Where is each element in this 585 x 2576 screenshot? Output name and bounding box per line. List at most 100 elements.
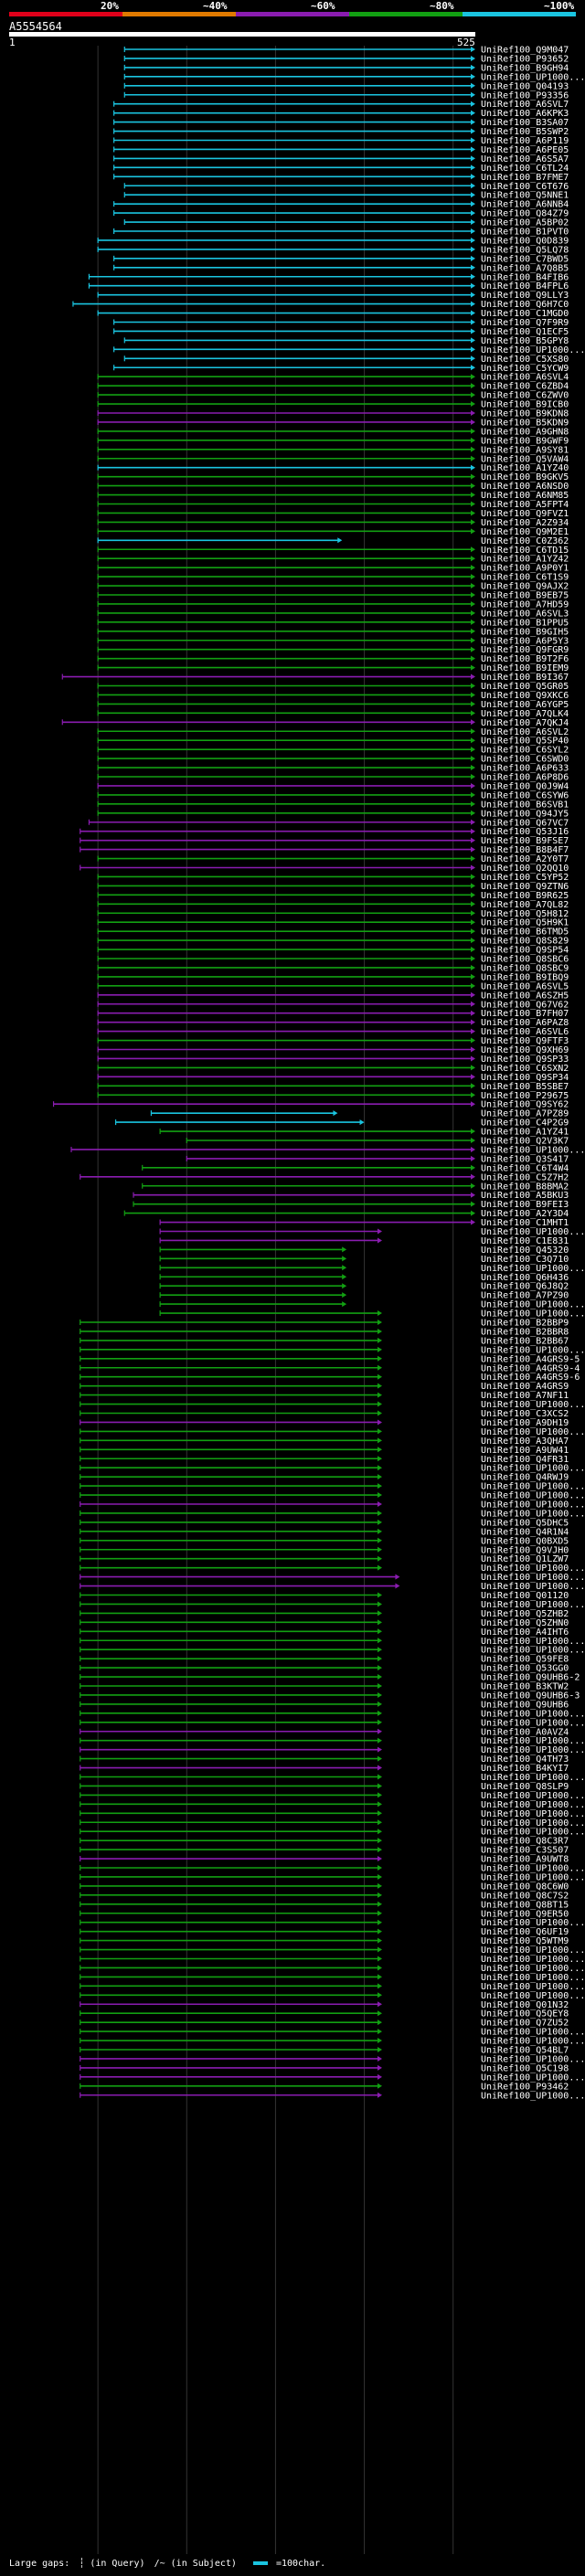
hit-row[interactable]: UniRef100_B5KDN9 <box>97 418 569 428</box>
hit-row[interactable]: UniRef100_C1E831 <box>159 1236 569 1246</box>
hit-row[interactable]: UniRef100_A6NM85 <box>97 491 569 501</box>
hit-row[interactable]: UniRef100_Q9SP33 <box>97 1055 569 1065</box>
hit-row[interactable]: UniRef100_UP1000... <box>80 1400 585 1410</box>
hit-row[interactable]: UniRef100_Q0BXD5 <box>80 1536 569 1546</box>
hit-row[interactable]: UniRef100_A2Y3D4 <box>123 1209 569 1219</box>
hit-row[interactable]: UniRef100_A6P119 <box>113 136 569 146</box>
hit-row[interactable]: UniRef100_UP1000... <box>80 1718 585 1728</box>
hit-row[interactable]: UniRef100_C6SYW6 <box>97 790 569 800</box>
hit-row[interactable]: UniRef100_A5BP02 <box>123 218 569 228</box>
hit-row[interactable]: UniRef100_UP1000... <box>80 1573 585 1583</box>
hit-row[interactable]: UniRef100_B3SA07 <box>113 118 569 128</box>
hit-row[interactable]: UniRef100_Q01N32 <box>80 2000 569 2010</box>
hit-row[interactable]: UniRef100_Q1ECF5 <box>113 327 569 337</box>
hit-row[interactable]: UniRef100_Q01120 <box>80 1591 569 1601</box>
hit-row[interactable]: UniRef100_A7QLK4 <box>97 709 569 719</box>
hit-row[interactable]: UniRef100_A7Q8B5 <box>113 263 569 273</box>
hit-row[interactable]: UniRef100_Q5QEY8 <box>80 2009 569 2019</box>
hit-row[interactable]: UniRef100_UP1000... <box>80 1509 585 1519</box>
hit-row[interactable]: UniRef100_Q5H812 <box>97 909 569 919</box>
hit-row[interactable]: UniRef100_B2BB67 <box>80 1336 569 1346</box>
hit-row[interactable]: UniRef100_Q1LZW7 <box>80 1554 569 1564</box>
hit-row[interactable]: UniRef100_Q8S829 <box>97 937 569 947</box>
hit-row[interactable]: UniRef100_Q53J16 <box>80 827 569 837</box>
hit-row[interactable]: UniRef100_A0AVZ4 <box>80 1727 569 1737</box>
hit-row[interactable]: UniRef100_Q53GG0 <box>80 1664 569 1674</box>
hit-row[interactable]: UniRef100_A6P5Y3 <box>97 636 569 646</box>
hit-row[interactable]: UniRef100_B6SVB1 <box>97 800 569 810</box>
hit-row[interactable]: UniRef100_P29675 <box>97 1091 569 1101</box>
hit-row[interactable]: UniRef100_Q5NNE1 <box>123 191 569 201</box>
hit-row[interactable]: UniRef100_B9FSE7 <box>80 836 569 846</box>
hit-row[interactable]: UniRef100_Q9M047 <box>123 46 569 56</box>
hit-row[interactable]: UniRef100_C5Z7H2 <box>80 1172 569 1182</box>
hit-row[interactable]: UniRef100_UP1000... <box>80 1745 585 1755</box>
hit-row[interactable]: UniRef100_UP1000... <box>80 1345 585 1355</box>
hit-row[interactable]: UniRef100_Q9ZTN6 <box>97 882 569 892</box>
hit-row[interactable]: UniRef100_C6T1S9 <box>97 573 569 583</box>
hit-row[interactable]: UniRef100_Q9AJX2 <box>97 582 569 592</box>
hit-row[interactable]: UniRef100_UP1000... <box>80 1491 585 1501</box>
hit-row[interactable]: UniRef100_A6NNB4 <box>113 200 569 210</box>
hit-row[interactable]: UniRef100_C6SYL2 <box>97 746 569 756</box>
hit-row[interactable]: UniRef100_Q9ER50 <box>80 1909 569 1919</box>
hit-row[interactable]: UniRef100_B4FIB6 <box>88 272 569 282</box>
hit-row[interactable]: UniRef100_A7PZ89 <box>150 1109 569 1119</box>
hit-row[interactable]: UniRef100_Q04193 <box>123 81 569 91</box>
hit-row[interactable]: UniRef100_C6SXN2 <box>97 1064 569 1074</box>
hit-row[interactable]: UniRef100_B9KDN8 <box>97 409 569 419</box>
hit-row[interactable]: UniRef100_B3KTW2 <box>80 1682 569 1692</box>
hit-row[interactable]: UniRef100_Q0D839 <box>97 236 569 246</box>
hit-row[interactable]: UniRef100_A6NSD0 <box>97 482 569 492</box>
hit-row[interactable]: UniRef100_C7BWD5 <box>113 254 569 264</box>
hit-row[interactable]: UniRef100_C3Q710 <box>159 1255 569 1265</box>
hit-row[interactable]: UniRef100_Q6H436 <box>159 1273 569 1283</box>
hit-row[interactable]: UniRef100_Q84Z79 <box>113 209 569 219</box>
hit-row[interactable]: UniRef100_Q4TH73 <box>80 1754 569 1765</box>
hit-row[interactable]: UniRef100_A4GRS9-4 <box>80 1363 580 1373</box>
hit-row[interactable]: UniRef100_UP1000... <box>80 1973 585 1983</box>
hit-row[interactable]: UniRef100_Q5C198 <box>80 2063 569 2073</box>
hit-row[interactable]: UniRef100_Q8SLP9 <box>80 1782 569 1792</box>
hit-row[interactable]: UniRef100_UP1000... <box>80 1872 585 1882</box>
hit-row[interactable]: UniRef100_A7QKJ4 <box>61 718 569 728</box>
hit-row[interactable]: UniRef100_Q8BT15 <box>80 1900 569 1910</box>
hit-row[interactable]: UniRef100_A6SVL4 <box>97 373 569 383</box>
hit-row[interactable]: UniRef100_Q5VAW4 <box>97 454 569 464</box>
hit-row[interactable]: UniRef100_UP1000... <box>80 2072 585 2083</box>
hit-row[interactable]: UniRef100_Q2QQ10 <box>80 864 569 874</box>
hit-row[interactable]: UniRef100_Q6UF19 <box>80 1927 569 1937</box>
hit-row[interactable]: UniRef100_UP1000... <box>80 1964 585 1974</box>
hit-row[interactable]: UniRef100_B9EB75 <box>97 591 569 601</box>
hit-row[interactable]: UniRef100_A6SZH5 <box>97 991 569 1001</box>
hit-row[interactable]: UniRef100_A7QL82 <box>97 900 569 910</box>
hit-row[interactable]: UniRef100_Q67V62 <box>97 1000 569 1010</box>
hit-row[interactable]: UniRef100_B9R625 <box>97 891 569 901</box>
hit-row[interactable]: UniRef100_B2BBP9 <box>80 1319 569 1329</box>
hit-row[interactable]: UniRef100_B1PVT0 <box>113 228 569 238</box>
hit-row[interactable]: UniRef100_Q4R1N4 <box>80 1527 569 1537</box>
hit-row[interactable]: UniRef100_C4P2G9 <box>114 1118 569 1129</box>
hit-row[interactable]: UniRef100_Q7F9R9 <box>113 318 569 328</box>
hit-row[interactable]: UniRef100_A1YZ41 <box>159 1128 569 1138</box>
hit-row[interactable]: UniRef100_A9SY81 <box>97 445 569 455</box>
hit-row[interactable]: UniRef100_UP1000... <box>80 2054 585 2064</box>
hit-row[interactable]: UniRef100_C1MGD0 <box>97 309 569 319</box>
hit-row[interactable]: UniRef100_P93652 <box>123 54 569 64</box>
hit-row[interactable]: UniRef100_UP1000... <box>80 1809 585 1819</box>
hit-row[interactable]: UniRef100_A7NF11 <box>80 1391 569 1401</box>
hit-row[interactable]: UniRef100_B9GWF9 <box>97 436 569 446</box>
hit-row[interactable]: UniRef100_A3QHA7 <box>80 1436 569 1447</box>
hit-row[interactable]: UniRef100_UP1000... <box>80 1828 585 1838</box>
hit-row[interactable]: UniRef100_B9IBQ9 <box>97 972 569 982</box>
hit-row[interactable]: UniRef100_Q6J8Q2 <box>159 1282 569 1292</box>
hit-row[interactable]: UniRef100_C6T4W4 <box>142 1163 569 1173</box>
hit-row[interactable]: UniRef100_A6YGP5 <box>97 700 569 710</box>
hit-row[interactable]: UniRef100_Q9SY62 <box>52 1100 569 1110</box>
hit-row[interactable]: UniRef100_Q6H7C0 <box>72 300 569 310</box>
hit-row[interactable]: UniRef100_C5YP52 <box>97 873 569 883</box>
hit-row[interactable]: UniRef100_Q5WTM9 <box>80 1936 569 1946</box>
hit-row[interactable]: UniRef100_UP1000... <box>80 1637 585 1647</box>
hit-row[interactable]: UniRef100_Q9XH69 <box>97 1045 569 1055</box>
hit-row[interactable]: UniRef100_Q8SBC6 <box>97 955 569 965</box>
